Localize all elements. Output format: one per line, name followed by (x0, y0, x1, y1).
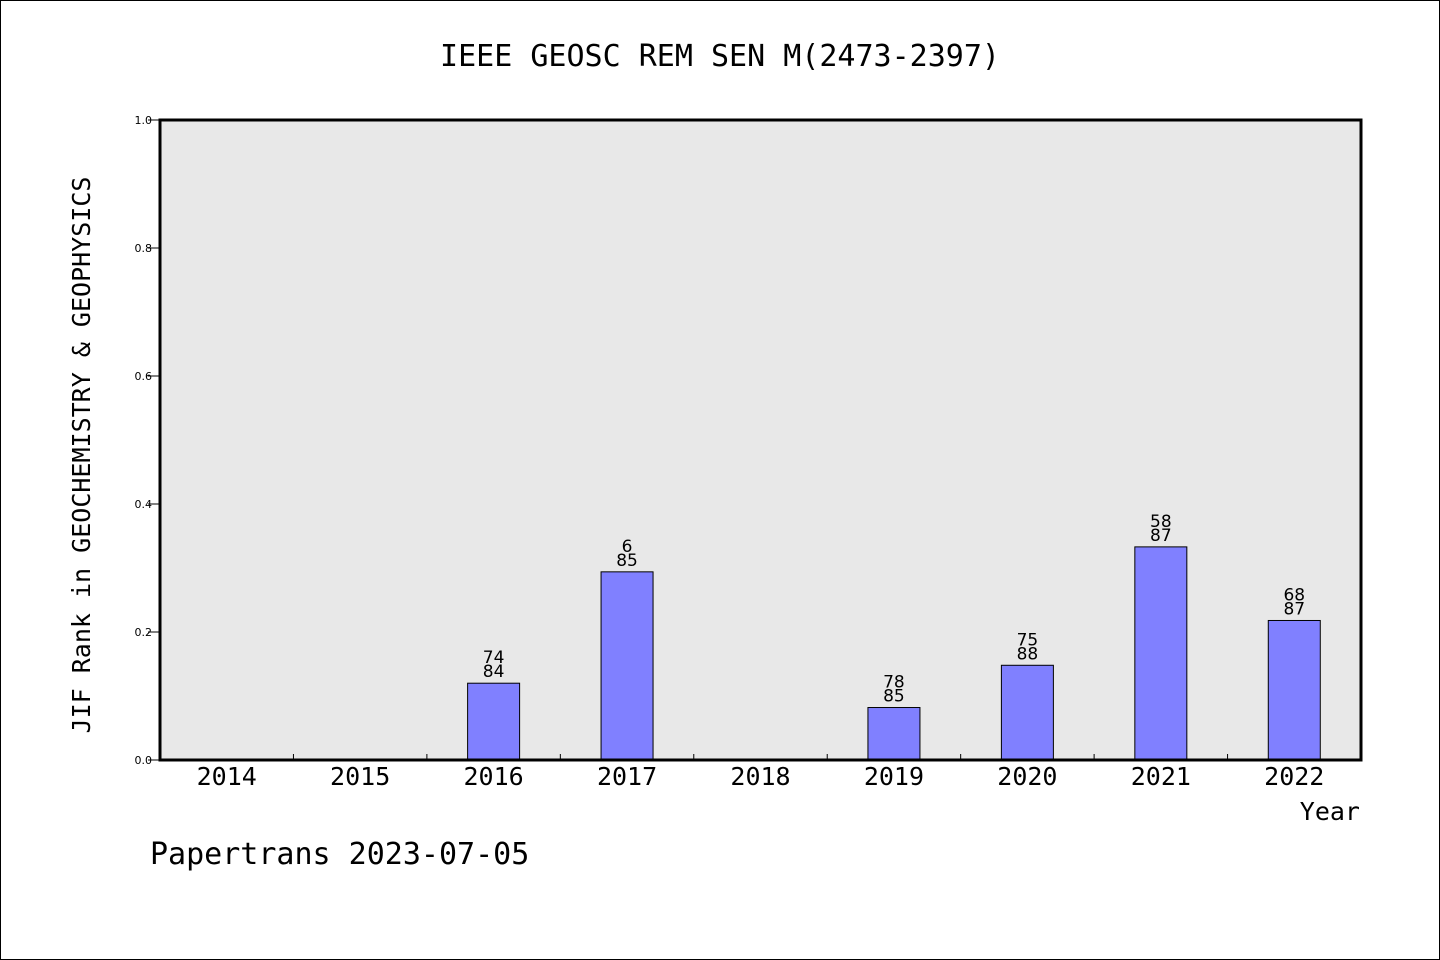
plot-border (158, 118, 1363, 762)
bar-2019 (867, 707, 921, 761)
bar-2022 (1267, 619, 1321, 761)
bar-label-rank: 75 (1017, 630, 1039, 650)
bar-label-rank: 74 (483, 648, 505, 668)
x-tick-label: 2019 (864, 762, 924, 791)
bar-label-rank: 68 (1283, 585, 1305, 605)
x-tick-label: 2015 (330, 762, 390, 791)
x-tick-label: 2020 (997, 762, 1057, 791)
x-tick-label: 2022 (1264, 762, 1324, 791)
x-tick-label: 2016 (464, 762, 524, 791)
bar-2021 (1134, 546, 1188, 761)
y-axis-label: JIF Rank in GEOCHEMISTRY & GEOPHYSICS (67, 177, 96, 734)
bar-2017 (600, 571, 654, 761)
x-axis: 2014 2015 2016 2017 2018 2019 2020 2021 2022 (197, 754, 1324, 791)
x-tick-label: 2018 (730, 762, 790, 791)
y-tick-label: 0.2 (135, 626, 153, 639)
chart-title: IEEE GEOSC REM SEN M(2473-2397) (440, 39, 1000, 74)
x-axis-label: Year (1300, 797, 1360, 826)
bar-label-total: 85 (616, 551, 638, 571)
bar-label-rank: 58 (1150, 512, 1172, 532)
x-tick-label: 2014 (197, 762, 257, 791)
bars-group (467, 546, 1321, 761)
bar-label-rank: 6 (622, 537, 633, 557)
bar-2016 (467, 682, 521, 761)
footer-text: Papertrans 2023-07-05 (150, 837, 529, 872)
bar-label-total: 88 (1017, 644, 1039, 664)
x-tick-label: 2021 (1131, 762, 1191, 791)
bar-2020 (1000, 664, 1054, 761)
y-tick-label: 0.0 (135, 754, 153, 767)
bar-label-total: 87 (1283, 599, 1305, 619)
bar-label-total: 85 (883, 687, 905, 707)
y-tick-label: 0.6 (135, 370, 153, 383)
bar-label-total: 84 (483, 662, 505, 682)
y-tick-label: 0.4 (135, 498, 153, 511)
bar-label-rank: 78 (883, 673, 905, 693)
x-tick-label: 2017 (597, 762, 657, 791)
y-tick-label: 1.0 (135, 114, 153, 127)
y-axis: 0.0 0.2 0.4 0.6 0.8 1.0 (135, 114, 160, 767)
y-tick-label: 0.8 (135, 242, 153, 255)
bar-label-total: 87 (1150, 526, 1172, 546)
